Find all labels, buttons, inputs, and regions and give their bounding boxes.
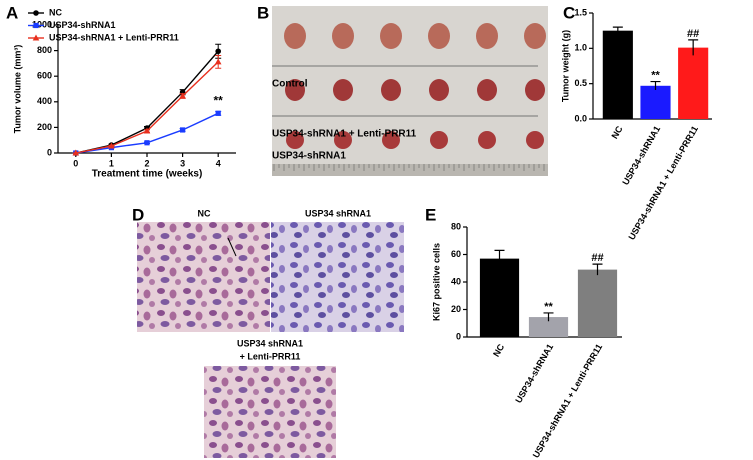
photo-label: NC xyxy=(198,208,211,218)
histology-image xyxy=(271,222,404,332)
y-axis-label: Tumor volume (mm³) xyxy=(12,45,22,134)
x-tick-label: 3 xyxy=(180,158,185,168)
tumor xyxy=(478,131,496,149)
tumor xyxy=(525,79,545,101)
error-bar xyxy=(592,263,603,276)
legend-label: USP34-shRNA1 xyxy=(49,20,116,30)
legend-marker xyxy=(33,22,39,29)
x-tick-label: 0 xyxy=(73,158,78,168)
error-bar xyxy=(688,39,699,56)
y-tick-label: 400 xyxy=(37,96,52,106)
tumor xyxy=(477,79,497,101)
legend-label: NC xyxy=(49,7,62,17)
y-tick-label: 1.5 xyxy=(574,7,587,17)
error-bar xyxy=(494,249,505,267)
x-tick-label: NC xyxy=(491,342,506,359)
tumor xyxy=(428,23,450,49)
x-tick-label: USP34-shRNA1 xyxy=(620,124,662,187)
point xyxy=(108,142,115,149)
y-tick-label: 40 xyxy=(451,276,461,286)
tumor xyxy=(380,23,402,49)
bar xyxy=(602,30,633,120)
y-tick-label: 600 xyxy=(37,71,52,81)
panel-letter: E xyxy=(425,205,436,224)
y-tick-label: 0 xyxy=(456,331,461,341)
error-bar xyxy=(650,80,661,91)
point xyxy=(72,149,80,156)
point xyxy=(179,92,186,99)
y-tick-label: 1000 xyxy=(32,19,52,29)
legend-label: USP34-shRNA1 + Lenti-PRR11 xyxy=(49,32,179,42)
x-axis-label: Treatment time (weeks) xyxy=(92,169,203,180)
y-tick-label: 800 xyxy=(37,45,52,55)
annotation: ** xyxy=(214,94,224,108)
tumor xyxy=(524,23,546,49)
bar xyxy=(577,269,618,337)
tumor xyxy=(285,79,305,101)
x-tick-label: USP34-shRNA1 xyxy=(513,342,555,405)
histology-image xyxy=(137,222,270,332)
y-tick-label: 60 xyxy=(451,249,461,259)
tumor xyxy=(284,23,306,49)
annotation: ** xyxy=(544,301,553,313)
x-tick-label: USP34-shRNA1 + Lenti-PRR11 xyxy=(626,124,700,241)
bar xyxy=(528,317,569,337)
x-tick-label: 4 xyxy=(216,158,221,168)
tumor xyxy=(286,131,304,149)
tumor xyxy=(430,131,448,149)
panel-letter: A xyxy=(6,3,18,22)
annotation: ## xyxy=(687,28,699,40)
tumor xyxy=(429,79,449,101)
legend-marker xyxy=(33,10,39,16)
photo-label: + Lenti-PRR11 xyxy=(240,351,301,361)
y-tick-label: 0.0 xyxy=(574,113,587,123)
tumor xyxy=(526,131,544,149)
panel-letter: B xyxy=(257,3,269,22)
photo-label: Control xyxy=(272,79,308,90)
arrow xyxy=(227,237,237,257)
series-line xyxy=(75,50,219,154)
tumor xyxy=(476,23,498,49)
error-bar xyxy=(612,26,623,35)
legend-marker xyxy=(32,34,40,41)
tumor xyxy=(333,79,353,101)
point xyxy=(180,127,186,133)
panel-letter: D xyxy=(132,205,144,224)
y-tick-label: 200 xyxy=(37,122,52,132)
photo-label: USP34-shRNA1 + Lenti-PRR11 xyxy=(272,129,417,140)
y-axis-label: Ki67 positive cells xyxy=(431,243,441,321)
point xyxy=(215,110,221,116)
annotation: ## xyxy=(591,252,603,264)
point xyxy=(215,48,221,55)
photo-label: USP34 shRNA1 xyxy=(237,338,303,348)
histology-image xyxy=(204,366,336,458)
tumor xyxy=(382,131,400,149)
panel-letter: C xyxy=(563,3,575,22)
bar xyxy=(640,85,671,119)
error-bar xyxy=(543,312,554,322)
tumor xyxy=(381,79,401,101)
point xyxy=(143,127,151,134)
x-tick-label: 2 xyxy=(144,158,149,168)
x-tick-label: 1 xyxy=(109,158,114,168)
x-tick-label: NC xyxy=(609,124,624,141)
annotation: ** xyxy=(651,69,660,81)
y-tick-label: 0 xyxy=(47,147,52,157)
y-tick-label: 1.0 xyxy=(574,43,587,53)
tumor xyxy=(334,131,352,149)
photo-label: USP34 shRNA1 xyxy=(305,208,371,218)
tumor-photo xyxy=(272,6,548,176)
bar xyxy=(678,47,709,120)
y-tick-label: 0.5 xyxy=(574,78,587,88)
y-axis-label: Tumor weight (g) xyxy=(560,30,570,102)
tumor xyxy=(332,23,354,49)
y-tick-label: 20 xyxy=(451,304,461,314)
point xyxy=(214,58,222,65)
bar xyxy=(479,258,520,337)
y-tick-label: 80 xyxy=(451,221,461,231)
photo-label: USP34-shRNA1 xyxy=(272,151,346,162)
point xyxy=(144,140,150,146)
